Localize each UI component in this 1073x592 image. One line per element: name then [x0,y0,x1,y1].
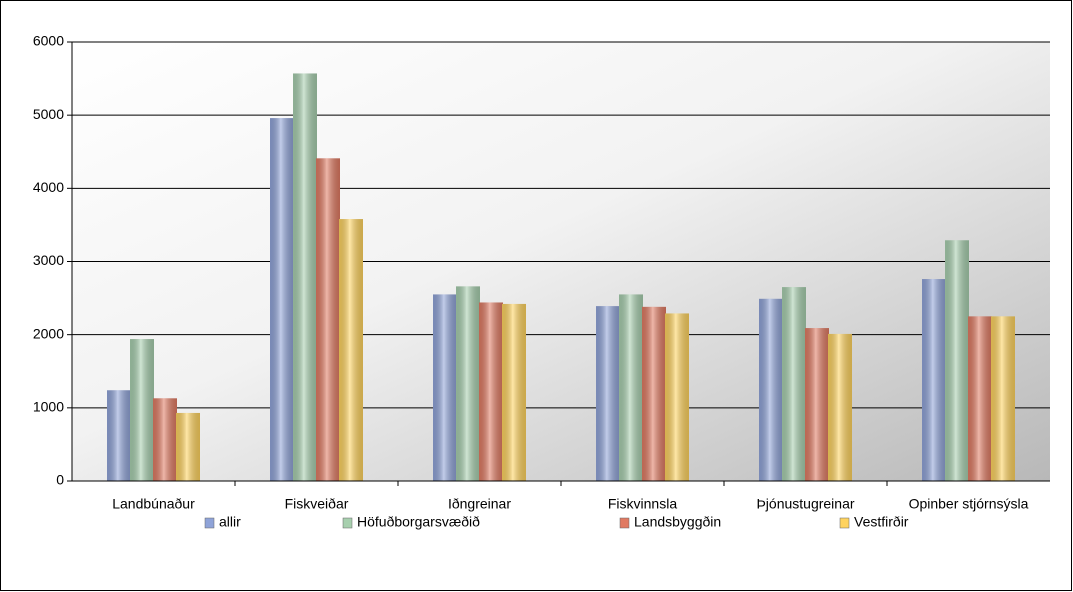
bar-shine [502,303,526,481]
x-tick-label: Opinber stjórnsýsla [909,496,1029,512]
y-tick-label: 5000 [33,106,64,122]
bar-shine [991,316,1015,481]
bar-shine [968,316,992,481]
bar-shine [782,287,806,481]
bar-shine [596,306,620,481]
bar-shine [316,158,340,481]
x-tick-label: Landbúnaður [112,496,195,512]
bar-shine [293,73,317,481]
legend-swatch [839,517,850,529]
bar-shine [759,298,783,481]
y-tick-label: 0 [56,472,64,488]
bar-shine [828,333,852,481]
bar-shine [805,328,829,481]
legend-swatch [342,517,353,529]
bar-shine [339,219,363,481]
bar-shine [665,313,689,481]
legend-swatch [619,517,630,529]
y-tick-label: 4000 [33,179,64,195]
legend-label: Vestfirðir [854,514,909,530]
legend-label: Höfuðborgarsvæðið [357,514,480,530]
bar-shine [107,390,131,481]
x-tick-label: Fiskvinnsla [608,496,677,512]
bar-shine [433,294,457,481]
bar-shine [176,412,200,481]
bar-shine [642,306,666,481]
y-tick-label: 3000 [33,252,64,268]
x-tick-label: Iðngreinar [448,496,511,512]
bar-shine [619,294,643,481]
legend-label: allir [219,514,241,530]
x-tick-label: Þjónustugreinar [756,496,854,512]
legend-swatch [204,517,215,529]
bar-shine [130,339,154,481]
y-tick-label: 6000 [33,33,64,49]
y-tick-label: 1000 [33,399,64,415]
bar-shine [922,279,946,481]
y-tick-label: 2000 [33,325,64,341]
x-tick-label: Fiskveiðar [285,496,349,512]
bar-shine [153,398,177,481]
legend-label: Landsbyggðin [634,514,721,530]
bar-shine [945,240,969,481]
bar-shine [270,118,294,482]
bar-shine [456,286,480,481]
bar-shine [479,302,503,481]
